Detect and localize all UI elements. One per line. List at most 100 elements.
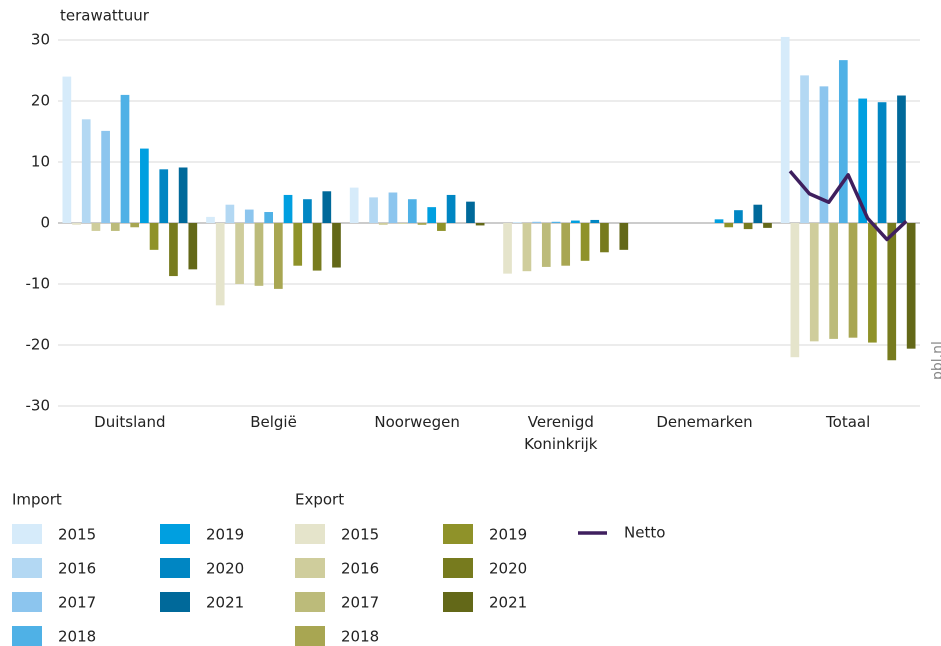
bar (244, 209, 254, 223)
y-tick-label: -30 (26, 397, 51, 415)
legend-swatch (12, 558, 42, 578)
bar (512, 222, 522, 223)
bar (159, 169, 169, 223)
x-tick-label: Denemarken (656, 413, 753, 431)
bar (887, 223, 897, 361)
netto-line (788, 170, 908, 242)
legend-label: Netto (624, 524, 665, 542)
bar (466, 201, 475, 223)
bar (838, 60, 848, 223)
y-tick-label: 30 (31, 31, 50, 49)
bar (446, 194, 456, 223)
bar (897, 95, 906, 223)
legend-swatch (295, 524, 325, 544)
legend-swatch (12, 592, 42, 612)
bar (753, 204, 763, 223)
bar (407, 199, 417, 223)
bar (475, 223, 485, 226)
bar (780, 36, 790, 224)
legend-label: 2017 (58, 594, 96, 612)
legend-swatch (160, 558, 190, 578)
bar (81, 119, 91, 223)
bar (72, 223, 81, 225)
bar (225, 204, 235, 223)
bar (254, 223, 264, 286)
legend-swatch (295, 592, 325, 612)
legend-swatch (12, 626, 42, 646)
bar (91, 223, 101, 231)
bar (149, 223, 159, 250)
bar (714, 219, 724, 223)
legend-swatch (443, 592, 473, 612)
legend-label: 2016 (58, 560, 96, 578)
bar (120, 94, 130, 224)
bar (398, 223, 407, 224)
bar (800, 75, 809, 223)
legend-swatch (295, 558, 325, 578)
legend-heading: Import (12, 491, 62, 509)
bar (877, 102, 887, 223)
x-tick-label: België (250, 413, 297, 431)
bar (724, 223, 734, 228)
y-tick-label: 0 (40, 214, 50, 232)
bar (763, 223, 772, 228)
legend-swatch (12, 524, 42, 544)
legend-swatch (443, 524, 473, 544)
legend-label: 2016 (341, 560, 379, 578)
bar (369, 197, 378, 223)
legend-label: 2017 (341, 594, 379, 612)
legend-swatch (295, 626, 325, 646)
x-tick-label: Verenigd Koninkrijk (524, 413, 598, 453)
bar (206, 216, 215, 223)
bar (571, 220, 580, 223)
bar (619, 223, 629, 250)
bar (551, 221, 561, 223)
bar (503, 223, 512, 274)
bar (868, 223, 877, 343)
bar (130, 223, 140, 228)
bar (178, 167, 188, 223)
bar (743, 223, 753, 230)
legend-label: 2015 (58, 526, 96, 544)
legend-label: 2019 (489, 526, 527, 544)
bar (349, 187, 359, 223)
legend-swatch (160, 592, 190, 612)
bar (809, 223, 819, 342)
legend-label: 2015 (341, 526, 379, 544)
bar (274, 223, 283, 289)
bar (819, 86, 829, 223)
legend-label: 2019 (206, 526, 244, 544)
legend-swatch (160, 524, 190, 544)
legend-heading: Export (295, 491, 344, 509)
bar (264, 212, 273, 223)
bar (169, 223, 178, 277)
bar (235, 223, 244, 284)
x-tick-label: Duitsland (94, 413, 166, 431)
y-tick-label: 20 (31, 92, 50, 110)
bar (101, 130, 110, 223)
y-tick-label: -20 (26, 336, 51, 354)
y-tick-label: 10 (31, 153, 50, 171)
x-tick-label: Totaal (826, 413, 871, 431)
bar (417, 223, 427, 225)
bar (734, 210, 743, 223)
bar (600, 223, 609, 253)
x-tick-label: Noorwegen (374, 413, 460, 431)
bar (561, 223, 571, 266)
legend-swatch (443, 558, 473, 578)
bar (829, 223, 838, 339)
legend-label: 2021 (489, 594, 527, 612)
bar (427, 207, 437, 223)
y-tick-label: -10 (26, 275, 51, 293)
bar (590, 219, 600, 223)
bar (790, 223, 800, 358)
source: pbl.nl (930, 341, 941, 380)
bar (848, 223, 858, 338)
bar (532, 221, 541, 223)
bar (580, 223, 590, 261)
legend-label: 2020 (206, 560, 244, 578)
bar (388, 192, 398, 223)
bar (332, 223, 341, 268)
legend-label: 2018 (341, 628, 379, 646)
